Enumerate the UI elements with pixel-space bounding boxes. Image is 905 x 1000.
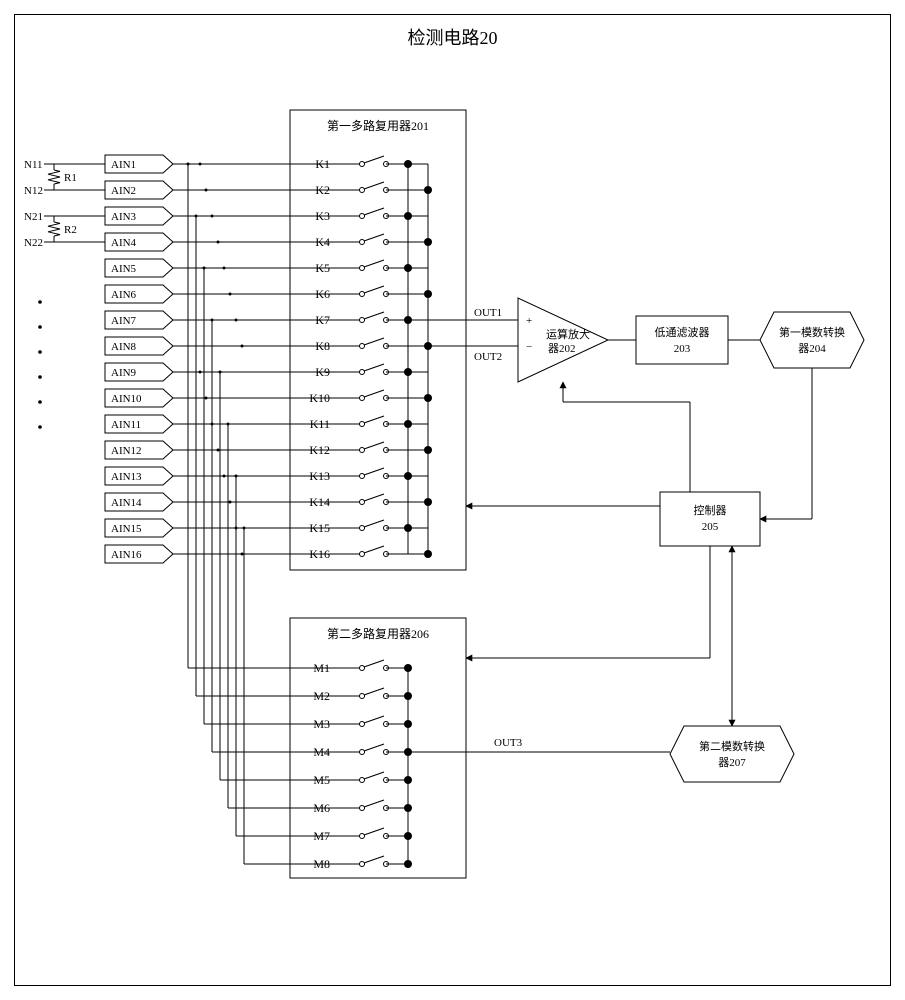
svg-text:N11: N11 (24, 159, 43, 171)
svg-text:N21: N21 (24, 211, 43, 223)
lpf-box (636, 316, 728, 364)
ctrl-l1: 控制器 (694, 503, 727, 517)
ctrl-l2: 205 (702, 521, 719, 533)
ain-label: AIN2 (111, 185, 136, 197)
resistor-label: R2 (64, 224, 77, 236)
svg-text:N22: N22 (24, 237, 43, 249)
ain-label: AIN16 (111, 549, 142, 561)
out2-label: OUT2 (474, 351, 502, 363)
out1-label: OUT1 (474, 307, 502, 319)
diagram-svg: 第一多路复用器201K1K2K3K4K5K6K7K8K9K10K11K12K13… (0, 0, 905, 1000)
ain-label: AIN6 (111, 289, 137, 301)
ain-label: AIN8 (111, 341, 137, 353)
ain-label: AIN5 (111, 263, 137, 275)
mux2-title: 第二多路复用器206 (327, 626, 429, 641)
ain-label: AIN4 (111, 237, 137, 249)
ain-label: AIN13 (111, 471, 142, 483)
ain-label: AIN14 (111, 497, 142, 509)
adc2-l2: 器207 (718, 756, 746, 769)
mux1-title: 第一多路复用器201 (327, 118, 429, 133)
opamp-label2: 器202 (548, 342, 576, 355)
lpf-l2: 203 (674, 343, 691, 355)
controller-box (660, 492, 760, 546)
resistor-label: R1 (64, 172, 77, 184)
ain-label: AIN15 (111, 523, 142, 535)
svg-text:N12: N12 (24, 185, 43, 197)
lpf-l1: 低通滤波器 (655, 326, 710, 339)
svg-text:+: + (526, 315, 532, 327)
out3-label: OUT3 (494, 737, 523, 749)
svg-text:−: − (526, 341, 532, 353)
adc2-l1: 第二模数转换 (699, 739, 765, 753)
ain-label: AIN10 (111, 393, 142, 405)
opamp-label1: 运算放大 (546, 327, 590, 341)
ain-label: AIN12 (111, 445, 142, 457)
ain-label: AIN3 (111, 211, 137, 223)
ain-label: AIN7 (111, 315, 137, 327)
ain-label: AIN11 (111, 419, 141, 431)
ain-label: AIN9 (111, 367, 137, 379)
ain-label: AIN1 (111, 159, 136, 171)
adc1-l2: 器204 (798, 342, 826, 355)
adc1-l1: 第一模数转换 (779, 325, 845, 339)
